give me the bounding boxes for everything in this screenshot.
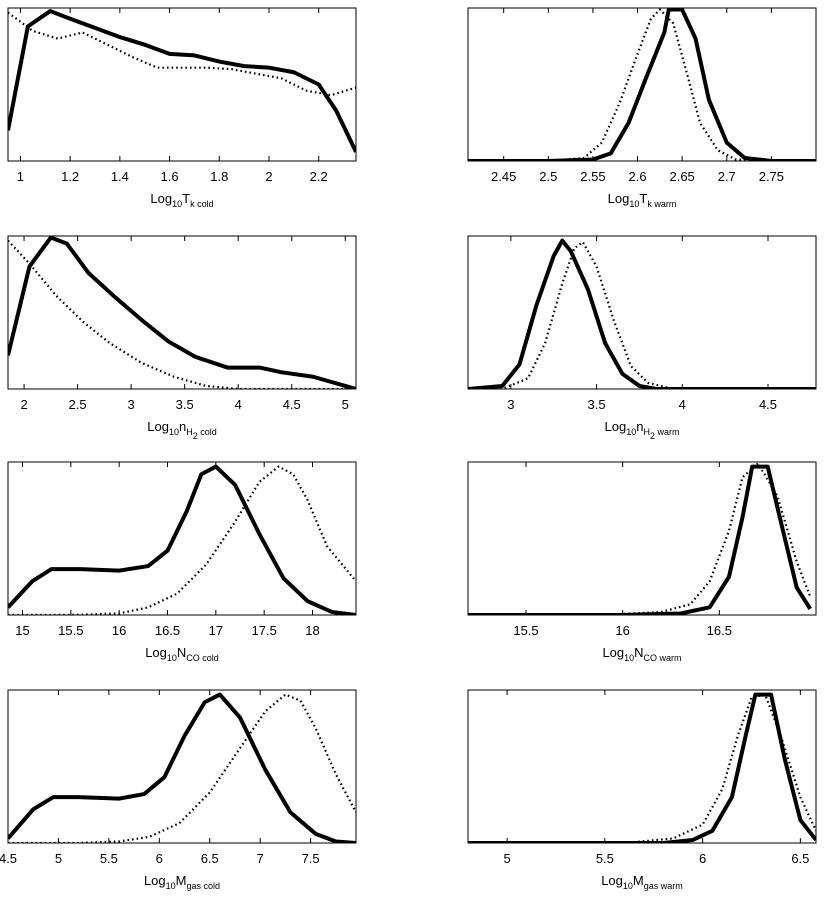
panel-5: 15 15.5 16 16.5 17 17.5 18 Log10NCO cold bbox=[7, 461, 357, 663]
x-tick-label: 6 bbox=[156, 851, 163, 866]
panel-7: 4.5 5 5.5 6 6.5 7 7.5 Log10Mgas cold bbox=[0, 689, 357, 891]
x-tick-label: 15.5 bbox=[513, 623, 538, 638]
dotted-series-line bbox=[468, 462, 812, 615]
x-tick-label: 16 bbox=[615, 623, 629, 638]
x-tick-label: 2.5 bbox=[69, 397, 87, 412]
x-tick-label: 5 bbox=[342, 397, 349, 412]
panel-3: 2 2.5 3 3.5 4 4.5 5 Log10nH2 cold bbox=[7, 235, 357, 441]
solid-series-line bbox=[8, 236, 356, 389]
solid-series-line bbox=[468, 8, 816, 161]
x-tick-label: 1.6 bbox=[161, 169, 179, 184]
x-tick-label: 2.75 bbox=[759, 169, 784, 184]
x-tick-label: 2.45 bbox=[491, 169, 516, 184]
x-tick-label: 5.5 bbox=[100, 851, 118, 866]
x-tick-label: 16.5 bbox=[707, 623, 732, 638]
x-tick-label: 7 bbox=[257, 851, 264, 866]
x-tick-label: 6 bbox=[699, 851, 706, 866]
x-tick-label: 5.5 bbox=[596, 851, 614, 866]
x-axis-label: Log10nH2 cold bbox=[147, 419, 216, 441]
x-axis-label: Log10Mgas warm bbox=[601, 873, 683, 891]
x-tick-label: 2.7 bbox=[718, 169, 736, 184]
x-tick-label: 6.5 bbox=[201, 851, 219, 866]
panel-1: 1 1.2 1.4 1.6 1.8 2 2.2 Log10Tk cold bbox=[7, 7, 357, 209]
axes-frame bbox=[467, 689, 817, 844]
x-tick-label: 2.65 bbox=[669, 169, 694, 184]
axes-frame bbox=[467, 235, 817, 390]
x-tick-label: 2.6 bbox=[628, 169, 646, 184]
dotted-series-line bbox=[8, 693, 356, 843]
x-tick-label: 15.5 bbox=[58, 623, 83, 638]
x-tick-label: 4.5 bbox=[759, 397, 777, 412]
x-tick-label: 4.5 bbox=[0, 851, 17, 866]
x-tick-label: 16.5 bbox=[155, 623, 180, 638]
dotted-series-line bbox=[468, 693, 816, 843]
x-tick-label: 2.2 bbox=[310, 169, 328, 184]
x-axis-label: Log10NCO cold bbox=[145, 645, 219, 663]
x-tick-label: 3.5 bbox=[176, 397, 194, 412]
axes-frame bbox=[467, 7, 817, 162]
x-tick-label: 5 bbox=[503, 851, 510, 866]
solid-series-line bbox=[8, 464, 356, 615]
x-axis-label: Log10nH2 warm bbox=[605, 419, 680, 441]
solid-series-line bbox=[468, 692, 816, 843]
dotted-series-line bbox=[8, 465, 356, 615]
x-tick-label: 6.5 bbox=[791, 851, 809, 866]
x-tick-label: 4 bbox=[235, 397, 242, 412]
x-tick-label: 15 bbox=[15, 623, 29, 638]
solid-series-line bbox=[468, 464, 812, 615]
x-tick-label: 3 bbox=[128, 397, 135, 412]
x-axis-label: Log10Mgas cold bbox=[144, 873, 220, 891]
dotted-series-line bbox=[468, 8, 772, 161]
x-tick-label: 18 bbox=[305, 623, 319, 638]
axes-frame bbox=[7, 235, 357, 390]
dotted-series-line bbox=[468, 241, 816, 389]
x-tick-label: 17 bbox=[209, 623, 223, 638]
dotted-series-line bbox=[8, 239, 356, 389]
x-tick-label: 3 bbox=[507, 397, 514, 412]
x-tick-label: 4.5 bbox=[283, 397, 301, 412]
x-axis-label: Log10NCO warm bbox=[602, 645, 681, 663]
x-tick-label: 1.4 bbox=[111, 169, 129, 184]
solid-series-line bbox=[8, 9, 356, 153]
solid-series-line bbox=[8, 692, 356, 843]
x-tick-label: 2.55 bbox=[580, 169, 605, 184]
x-tick-label: 3.5 bbox=[588, 397, 606, 412]
x-tick-label: 1 bbox=[17, 169, 24, 184]
x-tick-label: 1.8 bbox=[210, 169, 228, 184]
axes-frame bbox=[467, 461, 817, 616]
axes-frame bbox=[7, 7, 357, 162]
axes-frame bbox=[7, 461, 357, 616]
x-tick-label: 16 bbox=[112, 623, 126, 638]
x-axis-label: Log10Tk warm bbox=[608, 191, 677, 209]
x-tick-label: 4 bbox=[679, 397, 686, 412]
x-tick-label: 2 bbox=[265, 169, 272, 184]
x-tick-label: 2.5 bbox=[539, 169, 557, 184]
x-tick-label: 7.5 bbox=[302, 851, 320, 866]
x-axis-label: Log10Tk cold bbox=[150, 191, 213, 209]
panel-4: 3 3.5 4 4.5 Log10nH2 warm bbox=[467, 235, 817, 441]
dotted-series-line bbox=[8, 11, 356, 97]
x-tick-label: 2 bbox=[20, 397, 27, 412]
solid-series-line bbox=[468, 238, 816, 389]
panel-8: 5 5.5 6 6.5 Log10Mgas warm bbox=[467, 689, 817, 891]
axes-frame bbox=[7, 689, 357, 844]
panel-6: 15.5 16 16.5 Log10NCO warm bbox=[467, 461, 817, 663]
x-tick-label: 5 bbox=[55, 851, 62, 866]
x-tick-label: 1.2 bbox=[61, 169, 79, 184]
x-tick-label: 17.5 bbox=[252, 623, 277, 638]
panel-2: 2.45 2.5 2.55 2.6 2.65 2.7 2.75 Log10Tk warm bbox=[467, 7, 817, 209]
